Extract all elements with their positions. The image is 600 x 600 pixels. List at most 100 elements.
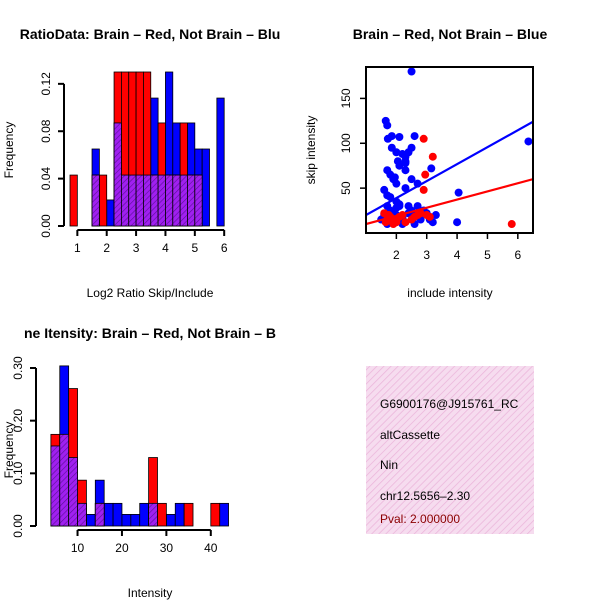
x-tick-label: 20 — [115, 541, 129, 555]
hist-bar-blue — [121, 514, 132, 527]
intensity-scatter-title: Brain – Red, Not Brain – Blue — [353, 26, 548, 42]
scatter-point-blue — [395, 161, 404, 170]
x-tick-label: 3 — [423, 248, 430, 262]
scatter-point-blue — [410, 132, 419, 141]
scatter-point-blue — [401, 157, 410, 166]
scatter-point-blue — [431, 211, 440, 220]
scatter-point-blue — [407, 143, 416, 152]
ratio-histogram-ylabel: Frequency — [2, 122, 16, 179]
scatter-point-blue — [401, 184, 410, 193]
hist-bar-blue — [201, 148, 210, 227]
y-tick-label: 0.10 — [11, 461, 25, 485]
info-line-pval: Pval: 2.000000 — [380, 512, 460, 526]
x-tick-label: 6 — [514, 248, 521, 262]
intensity-scatter: Brain – Red, Not Brain – Blue 2 3 4 5 6 50 100… — [304, 26, 547, 300]
hist-bar-blue — [174, 502, 185, 527]
hist-bar-red — [69, 174, 78, 227]
scatter-point-blue — [453, 218, 462, 227]
y-tick-label: 0.08 — [39, 119, 53, 143]
hist-bar-overlap — [50, 445, 61, 527]
fit-line-red — [366, 178, 533, 226]
y-tick-label: 100 — [339, 133, 353, 153]
x-tick-label: 4 — [162, 241, 169, 255]
scatter-point-red — [421, 170, 430, 179]
intensity-scatter-ylabel: skip intensity — [304, 116, 318, 185]
hist-bar-overlap — [157, 174, 166, 227]
scatter-point-blue — [383, 121, 392, 130]
hist-bar-overlap — [148, 502, 158, 527]
scatter-plot-area — [366, 67, 533, 229]
hist-bar-overlap — [68, 457, 78, 527]
intensity-histogram: ne Itensity: Brain – Red, Not Brain – B … — [2, 325, 276, 600]
ratio-histogram-xlabel: Log2 Ratio Skip/Include — [87, 286, 214, 300]
hist-bar-blue — [112, 502, 123, 527]
intensity-histogram-ylabel: Frequency — [2, 422, 16, 479]
hist-bar-overlap — [128, 174, 137, 227]
intensity-scatter-xlabel: include intensity — [407, 286, 492, 300]
scatter-point-blue — [404, 202, 413, 211]
info-panel: G6900176@J915761_RC altCassette Nin chr1… — [366, 366, 534, 534]
hist-bar-overlap — [179, 174, 188, 227]
scatter-point-blue — [392, 148, 401, 157]
hist-bar-overlap — [150, 174, 159, 227]
y-tick-label: 150 — [339, 88, 353, 108]
intensity-histogram-axes: 10 20 30 40 0.00 0.10 0.20 0.30 — [11, 356, 218, 555]
x-tick-label: 1 — [74, 241, 81, 255]
scatter-point-red — [428, 152, 437, 161]
x-tick-label: 30 — [160, 541, 174, 555]
hist-bar-blue — [216, 97, 225, 227]
x-tick-label: 10 — [71, 541, 85, 555]
hist-bar-overlap — [187, 174, 196, 227]
scatter-point-red — [425, 212, 434, 221]
info-line-event: altCassette — [380, 428, 440, 442]
x-tick-label: 6 — [221, 241, 228, 255]
intensity-histogram-title: ne Itensity: Brain – Red, Not Brain – B — [24, 325, 276, 341]
hist-bar-blue — [139, 502, 150, 527]
hist-bar-overlap — [91, 174, 100, 227]
scatter-point-blue — [387, 132, 396, 141]
scatter-point-blue — [454, 188, 463, 197]
scatter-point-blue — [407, 175, 416, 184]
scatter-point-red — [419, 185, 428, 194]
scatter-point-red — [389, 220, 398, 229]
hist-bar-overlap — [120, 174, 130, 227]
scatter-point-blue — [407, 67, 416, 76]
hist-bar-blue — [103, 502, 114, 527]
y-tick-label: 50 — [339, 181, 353, 195]
hist-bar-blue — [106, 199, 115, 227]
scatter-point-red — [507, 220, 516, 229]
hist-bar-overlap — [143, 174, 152, 227]
hist-bar-overlap — [77, 502, 87, 527]
scatter-point-blue — [392, 179, 401, 188]
scatter-point-blue — [524, 137, 533, 146]
hist-bar-red — [98, 174, 108, 227]
ratio-histogram-bars — [69, 71, 225, 227]
scatter-point-blue — [401, 166, 410, 175]
y-tick-label: 0.04 — [39, 167, 53, 191]
x-tick-label: 2 — [393, 248, 400, 262]
hist-bar-overlap — [165, 174, 174, 227]
hist-bar-overlap — [135, 174, 144, 227]
hist-bar-blue — [165, 514, 176, 527]
scatter-plot-frame — [365, 66, 534, 234]
x-tick-label: 4 — [454, 248, 461, 262]
hist-bar-red — [210, 502, 221, 527]
y-tick-label: 0.20 — [11, 409, 25, 433]
scatter-point-red — [416, 209, 425, 218]
hist-bar-blue — [130, 514, 141, 527]
ratio-histogram: RatioData: Brain – Red, Not Brain – Blu … — [2, 26, 280, 300]
info-panel-background — [366, 366, 534, 534]
y-tick-label: 0.00 — [11, 514, 25, 538]
hist-bar-red — [183, 502, 194, 527]
x-tick-label: 5 — [484, 248, 491, 262]
info-line-gene: Nin — [380, 458, 398, 472]
hist-bar-overlap — [194, 174, 203, 227]
scatter-point-blue — [413, 202, 422, 211]
x-tick-label: 2 — [103, 241, 110, 255]
scatter-point-blue — [395, 200, 404, 209]
scatter-point-red — [419, 134, 428, 143]
hist-bar-overlap — [59, 433, 70, 527]
y-tick-label: 0.12 — [39, 72, 53, 96]
intensity-scatter-axes: 2 3 4 5 6 50 100 150 — [339, 66, 534, 262]
